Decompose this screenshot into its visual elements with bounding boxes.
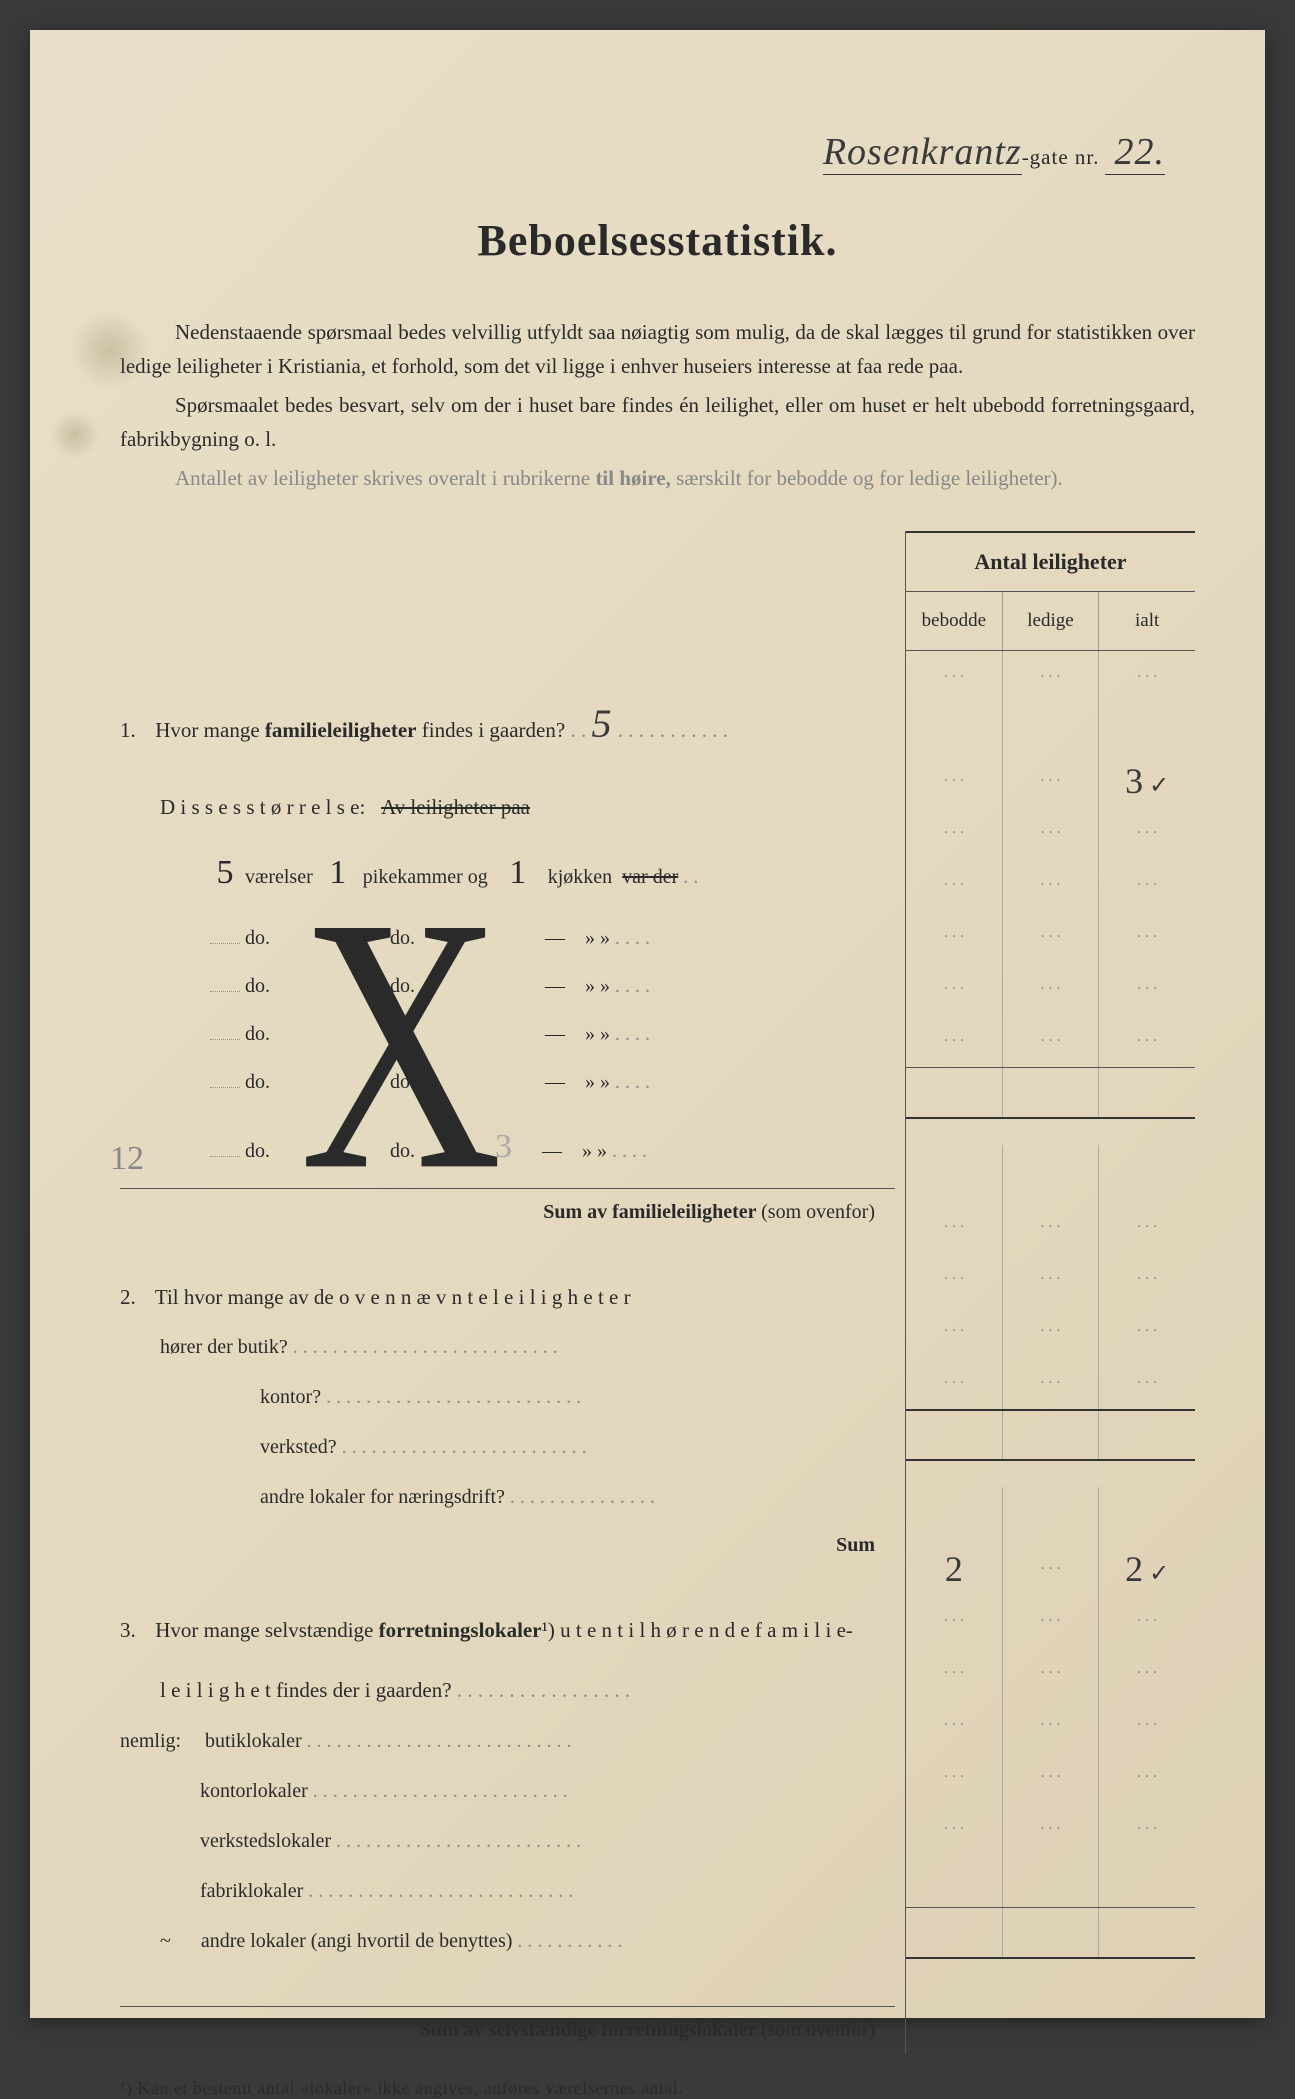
q1-answer: 5: [591, 701, 612, 746]
q2-sum: Sum: [120, 1522, 895, 1569]
table-row: [906, 1699, 1195, 1751]
size-row-2: do. do. — » » . . . .: [120, 914, 895, 962]
q1-disses: D i s s e s s t ø r r e l s e: Av leilig…: [120, 772, 895, 832]
header-address: Rosenkrantz-gate nr. 22.: [120, 130, 1195, 175]
question-2: 2. Til hvor mange av de o v e n n æ v n …: [120, 1262, 895, 1322]
table-sum-row: [906, 1907, 1195, 1959]
size-row-6: do. do. 3 — » » . . . .: [120, 1106, 895, 1188]
table-row: [906, 1751, 1195, 1803]
q3-butik: nemlig: butiklokaler . . . . . . . . . .…: [120, 1716, 895, 1766]
q1-sum-line: Sum av familieleiligheter (som ovenfor): [120, 1188, 895, 1236]
table-row: [906, 807, 1195, 859]
page-title: Beboelsesstatistik.: [120, 215, 1195, 266]
q3-verksted: verkstedslokaler . . . . . . . . . . . .…: [120, 1816, 895, 1866]
col-ialt: ialt: [1099, 592, 1195, 650]
intro-p2: Spørsmaalet bedes besvart, selv om der i…: [120, 389, 1195, 456]
table-column: Antal leiligheter bebodde ledige ialt: [905, 531, 1195, 2054]
table-row: [906, 651, 1195, 703]
table-row: [906, 1305, 1195, 1357]
size-row-1: 5 værelser 1 pikekammer og 1 kjøkken var…: [120, 832, 895, 914]
gate-nr-label: -gate nr.: [1022, 145, 1100, 169]
table-row: [906, 703, 1195, 755]
table-header: Antal leiligheter bebodde ledige ialt: [906, 531, 1195, 651]
table-row: [906, 1647, 1195, 1699]
q3-kontor: kontorlokaler . . . . . . . . . . . . . …: [120, 1766, 895, 1816]
q3-line2: l e i l i g h e t findes der i gaarden? …: [120, 1655, 895, 1715]
table-row: [906, 1855, 1195, 1907]
table-row: [906, 859, 1195, 911]
table-sum-row: [906, 1067, 1195, 1119]
table-sum-row: [906, 1409, 1195, 1461]
size-row-5: do. do. — » » . . . .: [120, 1058, 895, 1106]
table-header-main: Antal leiligheter: [906, 533, 1195, 592]
table-row: [906, 1253, 1195, 1305]
q1-ialt-value: 3: [1125, 760, 1169, 802]
q3-ialt-value: 2: [1125, 1548, 1169, 1590]
street-name-handwritten: Rosenkrantz: [823, 130, 1022, 175]
q3-bebodde-value: 2: [945, 1548, 963, 1590]
table-row-q1-size1: 3: [906, 755, 1195, 807]
col-bebodde: bebodde: [906, 592, 1003, 650]
size-rows-block: 5 værelser 1 pikekammer og 1 kjøkken var…: [120, 832, 895, 1187]
q3-fabrik: fabriklokaler . . . . . . . . . . . . . …: [120, 1866, 895, 1916]
q3-sum-line: Sum av selvstændige forretningslokaler (…: [120, 2006, 895, 2054]
q2-line2: hører der butik? . . . . . . . . . . . .…: [120, 1322, 895, 1372]
table-row: [906, 1357, 1195, 1409]
table-row: [906, 1015, 1195, 1067]
q3-andre: ~ andre lokaler (angi hvortil de benytte…: [120, 1916, 895, 1966]
table-row: [906, 1595, 1195, 1647]
table-row: [906, 963, 1195, 1015]
table-header-sub: bebodde ledige ialt: [906, 592, 1195, 650]
q2-kontor: kontor? . . . . . . . . . . . . . . . . …: [120, 1372, 895, 1422]
questions-column: 1. Hvor mange familieleiligheter findes …: [120, 531, 905, 2054]
intro-text: Nedenstaaende spørsmaal bedes velvillig …: [120, 316, 1195, 496]
margin-note-12: 12: [110, 1140, 144, 1178]
table-row: [906, 1487, 1195, 1543]
size-row-3: do. do. — » » . . . .: [120, 962, 895, 1010]
size-row-4: do. do. — » » . . . .: [120, 1010, 895, 1058]
street-number-handwritten: 22.: [1105, 130, 1165, 175]
question-3: 3. Hvor mange selvstændige forretningslo…: [120, 1595, 895, 1655]
paper-stain: [70, 310, 150, 390]
main-content: 1. Hvor mange familieleiligheter findes …: [120, 531, 1195, 2054]
table-row: [906, 1201, 1195, 1253]
footnote: ¹) Kan et bestemt antal «lokaler» ikke a…: [120, 2078, 1195, 2099]
q2-andre: andre lokaler for næringsdrift? . . . . …: [120, 1472, 895, 1522]
paper-stain: [50, 410, 100, 460]
table-row: [906, 1145, 1195, 1201]
document-page: Rosenkrantz-gate nr. 22. Beboelsesstatis…: [30, 30, 1265, 2018]
table-row: [906, 1803, 1195, 1855]
table-row: [906, 911, 1195, 963]
intro-p1: Nedenstaaende spørsmaal bedes velvillig …: [120, 316, 1195, 383]
q2-verksted: verksted? . . . . . . . . . . . . . . . …: [120, 1422, 895, 1472]
col-ledige: ledige: [1003, 592, 1100, 650]
question-1: 1. Hvor mange familieleiligheter findes …: [120, 666, 895, 772]
table-row-q3: 2 2: [906, 1543, 1195, 1595]
intro-p3: Antallet av leiligheter skrives overalt …: [120, 462, 1195, 496]
